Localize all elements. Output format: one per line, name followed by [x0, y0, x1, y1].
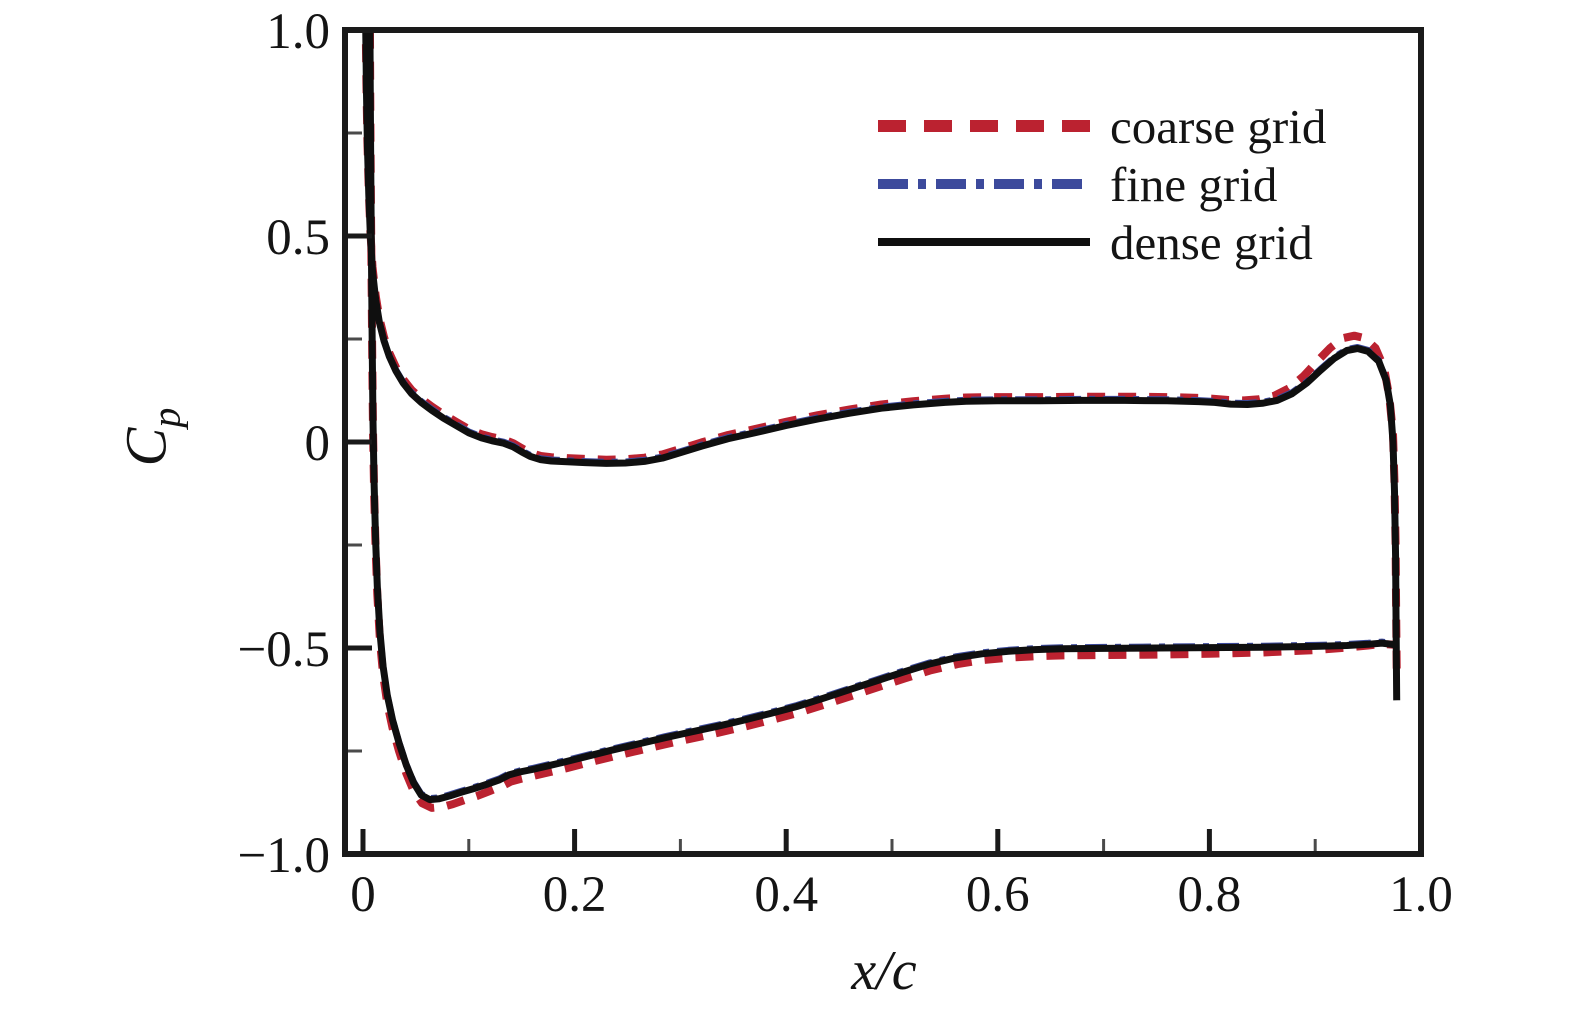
legend-item-dense-grid: dense grid [876, 213, 1326, 271]
x-tick-label: 0.4 [754, 867, 818, 923]
x-tick-label: 0.2 [543, 867, 607, 923]
legend-line-coarse-grid-icon [878, 120, 1090, 132]
y-tick-label: 0 [305, 416, 331, 472]
legend-line-dense-grid-icon [878, 238, 1090, 246]
legend-item-coarse-grid: coarse grid [876, 97, 1326, 155]
legend-item-fine-grid: fine grid [876, 155, 1326, 213]
legend-label-fine-grid: fine grid [1110, 156, 1278, 212]
y-axis-title: Cp [113, 408, 190, 467]
y-axis-title-symbol: C [113, 427, 179, 467]
legend-label-coarse-grid: coarse grid [1110, 98, 1327, 154]
x-tick-label: 0.6 [966, 867, 1030, 923]
legend-label-dense-grid: dense grid [1110, 214, 1313, 270]
series-dense-grid [362, 33, 1401, 804]
legend-line-fine-grid-icon [878, 179, 1090, 189]
x-tick-label: 0 [350, 867, 376, 923]
x-axis-title: x/c [851, 940, 917, 1002]
y-tick-label: 0.5 [266, 210, 330, 266]
legend: coarse grid fine grid dense grid [876, 97, 1326, 271]
y-tick-label: 1.0 [266, 4, 330, 60]
y-axis-title-subscript: p [143, 407, 189, 428]
x-tick-label: 0.8 [1178, 867, 1242, 923]
y-tick-label: −1.0 [237, 828, 330, 884]
y-tick-label: −0.5 [237, 622, 330, 678]
axes-frame [342, 27, 1424, 857]
x-tick-label: 1.0 [1389, 867, 1453, 923]
plot-area [361, 33, 1401, 812]
